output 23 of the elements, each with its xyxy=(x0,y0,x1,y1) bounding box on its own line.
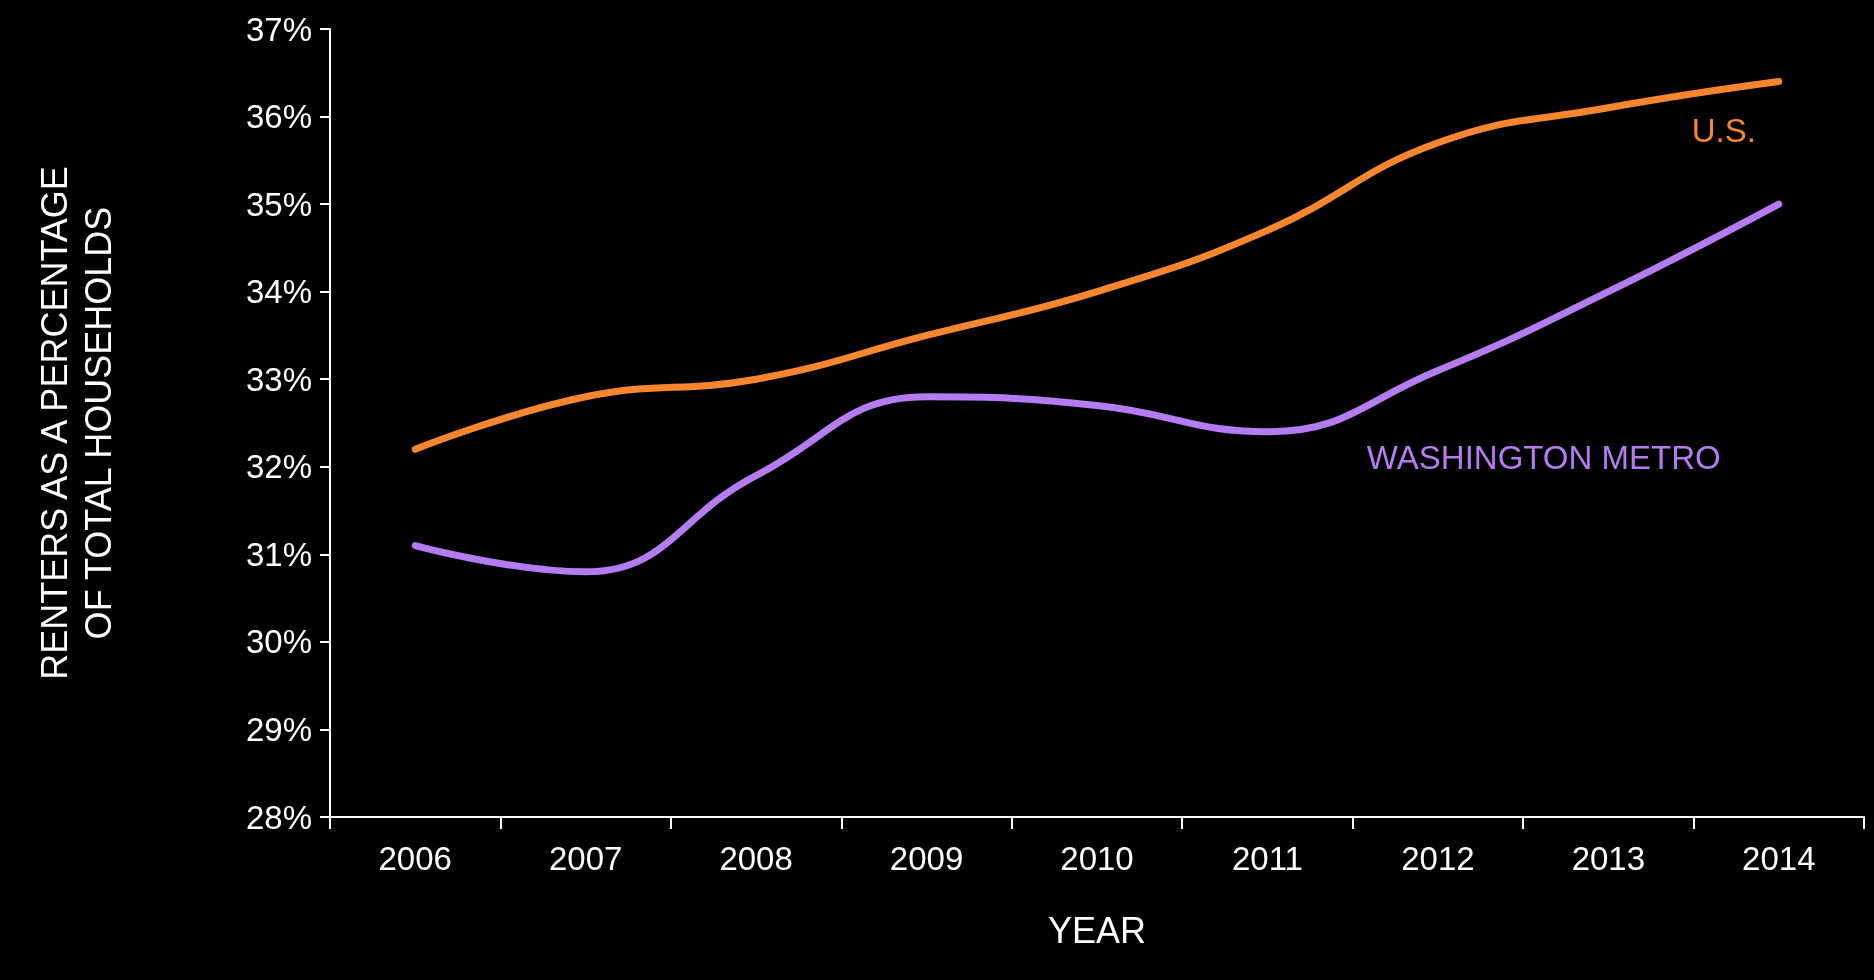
y-tick-label: 30% xyxy=(245,623,312,661)
x-tick-label: 2009 xyxy=(889,840,964,877)
y-tick-label: 31% xyxy=(245,535,312,573)
y-tick-label: 33% xyxy=(245,360,312,398)
x-tick-label: 2012 xyxy=(1401,840,1475,877)
y-tick-label: 37% xyxy=(245,10,312,48)
y-axis-title: RENTERS AS A PERCENTAGE OF TOTAL HOUSEHOLDS xyxy=(33,166,119,680)
y-tick-label: 28% xyxy=(245,798,312,836)
x-tick-label: 2010 xyxy=(1060,840,1134,877)
series-label: U.S. xyxy=(1691,111,1756,149)
y-tick-label: 36% xyxy=(245,98,312,136)
y-tick-label: 29% xyxy=(245,710,312,748)
x-tick-label: 2013 xyxy=(1571,840,1646,877)
x-tick-label: 2007 xyxy=(548,840,623,877)
x-tick-label: 2006 xyxy=(378,840,452,877)
y-tick-label: 35% xyxy=(245,185,312,223)
series-label: WASHINGTON METRO xyxy=(1366,439,1721,477)
y-tick-label: 32% xyxy=(245,448,312,486)
x-axis-title: YEAR xyxy=(1047,909,1147,951)
x-tick-label: 2011 xyxy=(1231,840,1303,877)
x-tick-label: 2008 xyxy=(719,840,793,877)
y-tick-label: 34% xyxy=(245,273,312,311)
x-tick-label: 2014 xyxy=(1742,840,1816,877)
